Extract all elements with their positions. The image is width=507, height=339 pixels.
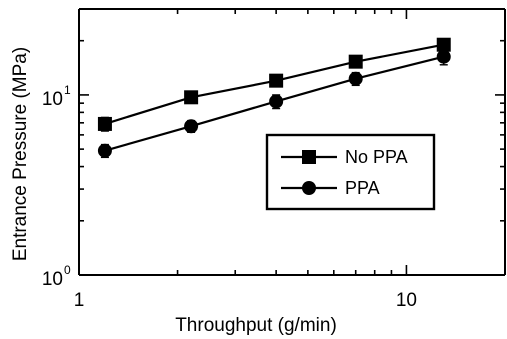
y-tick-exponent: 1 — [64, 83, 71, 97]
y-tick-label: 10 — [42, 269, 63, 290]
data-point-square — [436, 37, 451, 52]
series-ppa — [97, 48, 451, 159]
legend-box — [265, 133, 436, 211]
data-point-square — [269, 73, 284, 88]
data-point-square — [184, 90, 199, 105]
legend-marker-circle — [302, 181, 316, 195]
legend-label: No PPA — [345, 147, 408, 167]
data-point-square — [97, 116, 112, 131]
axis-ticks — [78, 8, 506, 276]
x-axis-label: Throughput (g/min) — [175, 315, 337, 336]
data-point-square — [348, 54, 363, 69]
series-layer — [97, 37, 451, 159]
legend: No PPA PPA — [265, 133, 436, 211]
data-point-circle — [97, 143, 112, 158]
legend-label: PPA — [345, 178, 380, 198]
plot-frame — [78, 8, 506, 276]
y-axis-label: Entrance Pressure (MPa) — [10, 47, 31, 261]
data-point-circle — [436, 49, 451, 64]
legend-marker-square — [302, 150, 316, 164]
y-tick-exponent: 0 — [64, 263, 71, 277]
series-no-ppa — [97, 37, 451, 132]
x-tick-label: 1 — [74, 290, 85, 311]
data-point-circle — [184, 119, 199, 134]
y-tick-label: 10 — [42, 89, 63, 110]
data-point-circle — [348, 71, 363, 86]
x-tick-label: 10 — [396, 290, 417, 311]
data-point-circle — [269, 94, 284, 109]
